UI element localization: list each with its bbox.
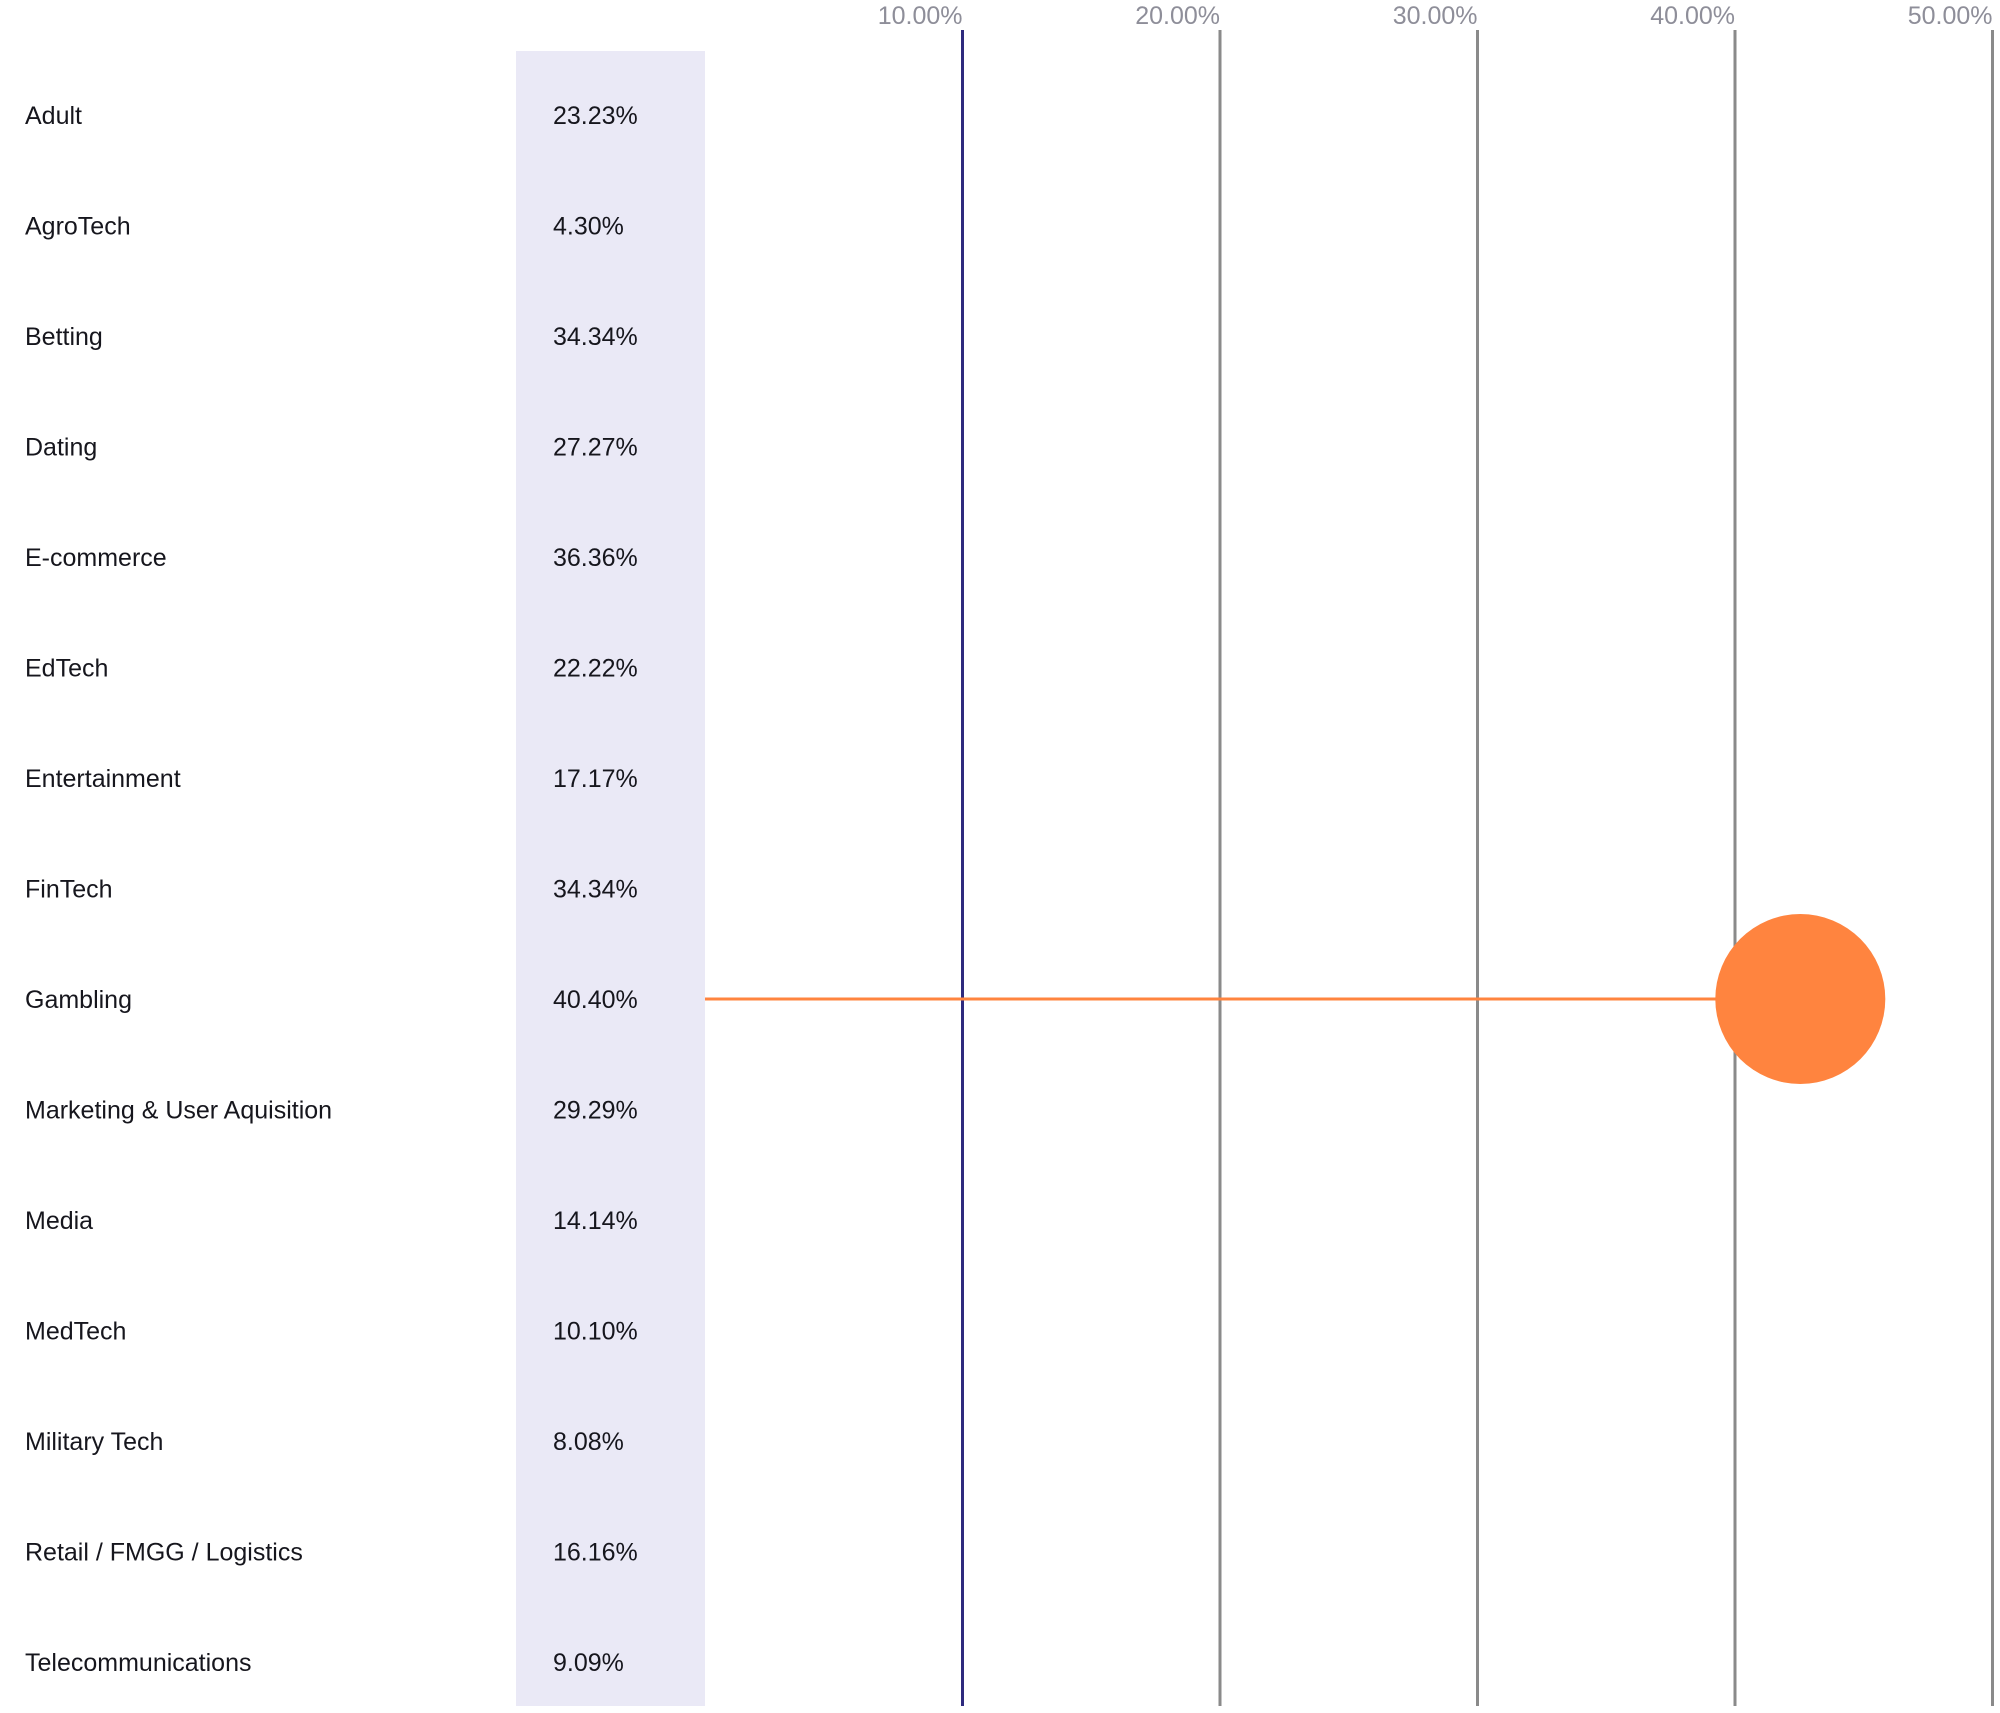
category-label: FinTech bbox=[25, 876, 113, 904]
category-label: Dating bbox=[25, 434, 97, 462]
value-label: 34.34% bbox=[553, 876, 638, 904]
x-tick-label: 10.00% bbox=[878, 2, 963, 30]
x-tick-label: 20.00% bbox=[1135, 2, 1220, 30]
category-label: Betting bbox=[25, 323, 103, 351]
category-label: AgroTech bbox=[25, 213, 131, 241]
value-label: 16.16% bbox=[553, 1539, 638, 1567]
value-label: 34.34% bbox=[553, 323, 638, 351]
category-label: EdTech bbox=[25, 655, 108, 683]
value-label: 36.36% bbox=[553, 544, 638, 572]
value-label: 22.22% bbox=[553, 655, 638, 683]
value-label: 40.40% bbox=[553, 986, 638, 1014]
category-label: Entertainment bbox=[25, 765, 181, 793]
value-label: 29.29% bbox=[553, 1097, 638, 1125]
category-label: Military Tech bbox=[25, 1428, 163, 1456]
value-label: 10.10% bbox=[553, 1318, 638, 1346]
lollipop-dot-Gambling bbox=[1715, 914, 1886, 1084]
x-tick-label: 50.00% bbox=[1908, 2, 1993, 30]
category-label: Retail / FMGG / Logistics bbox=[25, 1539, 303, 1567]
value-label: 8.08% bbox=[553, 1428, 624, 1456]
x-tick-label: 30.00% bbox=[1393, 2, 1478, 30]
value-label: 27.27% bbox=[553, 434, 638, 462]
category-label: Gambling bbox=[25, 986, 132, 1014]
value-label: 17.17% bbox=[553, 765, 638, 793]
category-label: Media bbox=[25, 1207, 93, 1235]
value-column-background bbox=[516, 51, 705, 1706]
value-label: 9.09% bbox=[553, 1649, 624, 1677]
value-label: 14.14% bbox=[553, 1207, 638, 1235]
value-label: 23.23% bbox=[553, 102, 638, 130]
category-label: Marketing & User Aquisition bbox=[25, 1097, 332, 1125]
x-tick-label: 40.00% bbox=[1650, 2, 1735, 30]
category-label: MedTech bbox=[25, 1318, 126, 1346]
category-label: Adult bbox=[25, 102, 82, 130]
category-label: E-commerce bbox=[25, 544, 167, 572]
category-label: Telecommunications bbox=[25, 1649, 252, 1677]
value-label: 4.30% bbox=[553, 213, 624, 241]
